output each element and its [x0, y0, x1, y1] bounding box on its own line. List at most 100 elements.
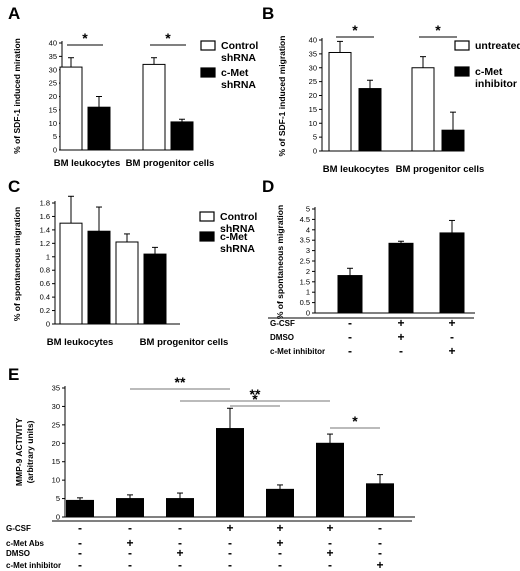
panel-letter-d: D [262, 177, 274, 196]
panel-d-bar [439, 232, 465, 314]
panel-a-legend-label: c-Met [221, 67, 249, 79]
panel-a-bar [170, 121, 194, 151]
panel-e-y-tick-label: 0 [56, 513, 60, 522]
panel-e-condition-mark: + [326, 546, 333, 560]
panel-a-bar [142, 63, 166, 151]
panel-e-condition-mark: - [378, 521, 382, 535]
panel-c-y-tick-label: 0.6 [40, 279, 50, 288]
panel-d-y-tick-label: 1.5 [300, 277, 310, 286]
panel-a-legend-swatch [200, 67, 216, 78]
panel-e-y-tick-label: 30 [52, 402, 60, 411]
panel-b-y-tick-label: 20 [309, 91, 317, 100]
panel-e-y-tick-label: 10 [52, 476, 60, 485]
panel-d-y-tick-label: 5 [306, 205, 310, 214]
panel-c-y-tick-label: 0.2 [40, 306, 50, 315]
panel-c-y-tick-label: 0 [46, 320, 50, 329]
panel-c-y-tick-label: 0.8 [40, 266, 50, 275]
panel-a-y-tick-label: 0 [53, 146, 57, 155]
panel-c-category-label: BM progenitor cells [140, 337, 229, 348]
panel-e-condition-mark: - [328, 536, 332, 550]
panel-e-condition-label: DMSO [6, 549, 30, 558]
panel-a-y-tick-label: 15 [49, 105, 57, 114]
panel-c-legend-swatch [199, 231, 215, 242]
panel-d-y-tick-label: 2 [306, 267, 310, 276]
panel-a-y-tick-label: 25 [49, 79, 57, 88]
panel-letter-a: A [8, 4, 20, 23]
panel-e-condition-mark: - [78, 521, 82, 535]
panel-d-condition-label: DMSO [270, 333, 294, 342]
panel-d-bar [337, 275, 363, 314]
panel-e-condition-mark: - [228, 536, 232, 550]
panel-a-legend-label: Control [221, 40, 258, 52]
panel-c-category-label: BM leukocytes [47, 337, 114, 348]
panel-b-legend-label: c-Met [475, 66, 503, 78]
panel-e-significance-marker: * [352, 413, 358, 429]
panel-e-y-label: MMP-9 ACTIVITY [14, 418, 24, 486]
panel-c-bar [115, 241, 139, 325]
panel-b-y-tick-label: 30 [309, 63, 317, 72]
panel-c-y-label: % of spontaneous migration [12, 207, 22, 321]
panel-a-y-tick-label: 40 [49, 39, 57, 48]
panel-c-y-tick-label: 1.2 [40, 239, 50, 248]
panel-d-y-label: % of spontaneous migration [275, 205, 285, 319]
panel-b-y-tick-label: 5 [313, 133, 317, 142]
panel-e-bar [266, 488, 294, 518]
panel-b-legend-label: inhibitor [475, 78, 517, 90]
panel-d-y-tick-label: 4 [306, 225, 310, 234]
panel-b-category-label: BM leukocytes [323, 164, 390, 175]
panel-e-condition-mark: - [128, 546, 132, 560]
panel-a-significance-marker: * [165, 30, 171, 46]
panel-c-y-tick-label: 1 [46, 252, 50, 261]
panel-d-condition-mark: + [397, 330, 404, 344]
panel-d-condition-mark: - [399, 344, 403, 358]
panel-b-legend-swatch [454, 66, 470, 77]
panel-b-significance-marker: * [352, 22, 358, 38]
panel-d-y-tick-label: 0.5 [300, 298, 310, 307]
panel-b-bar [441, 129, 465, 152]
panel-e-condition-mark: - [78, 536, 82, 550]
panel-e-condition-label: c-Met Abs [6, 539, 44, 548]
panel-e-condition-mark: + [276, 536, 283, 550]
panel-e-condition-mark: + [326, 521, 333, 535]
panel-c-y-tick-label: 1.4 [40, 225, 50, 234]
panel-e-condition-mark: - [178, 521, 182, 535]
panel-b-bar [358, 88, 382, 152]
panel-a-significance-marker: * [82, 30, 88, 46]
panel-e-y-tick-label: 25 [52, 420, 60, 429]
panel-d-y-tick-label: 1 [306, 288, 310, 297]
panel-a-y-label: % of SDF-1 induced miration [12, 38, 22, 154]
panel-e-condition-mark: - [178, 536, 182, 550]
panel-a-legend-label: shRNA [221, 79, 256, 91]
panel-a-legend-swatch [200, 40, 216, 51]
panel-a-y-tick-label: 30 [49, 65, 57, 74]
panel-e-significance-marker: ** [250, 386, 261, 402]
panel-a-bar [87, 106, 111, 151]
panel-e-condition-mark: - [128, 558, 132, 571]
panel-a-y-tick-label: 35 [49, 52, 57, 61]
panel-d-condition-mark: + [448, 316, 455, 330]
panel-a-y-tick-label: 10 [49, 119, 57, 128]
panel-b-y-tick-label: 0 [313, 147, 317, 156]
panel-c-legend-label: c-Met [220, 231, 248, 243]
panel-b-y-tick-label: 40 [309, 36, 317, 45]
panel-b-legend-swatch [454, 40, 470, 51]
panel-e-condition-mark: - [278, 546, 282, 560]
panel-e-bar [116, 498, 144, 518]
panel-e-bar [66, 499, 94, 518]
panel-e-condition-mark: - [128, 521, 132, 535]
panel-c-legend-label: shRNA [220, 243, 255, 255]
panel-e-y-tick-label: 5 [56, 494, 60, 503]
panel-e-bar [316, 442, 344, 518]
panel-e-y-tick-label: 15 [52, 457, 60, 466]
panel-b-y-label: % of SDF-1 induced migration [277, 36, 287, 157]
panel-b-legend-label: untreated [475, 40, 520, 52]
panel-b-y-tick-label: 15 [309, 105, 317, 114]
panel-b-bar [411, 67, 435, 152]
panel-d-condition-mark: - [450, 330, 454, 344]
panel-a-category-label: BM leukocytes [54, 158, 121, 169]
panel-d-condition-mark: - [348, 316, 352, 330]
panel-e-condition-mark: - [228, 546, 232, 560]
panel-c-y-tick-label: 1.6 [40, 212, 50, 221]
panel-e-significance-marker: ** [175, 374, 186, 390]
